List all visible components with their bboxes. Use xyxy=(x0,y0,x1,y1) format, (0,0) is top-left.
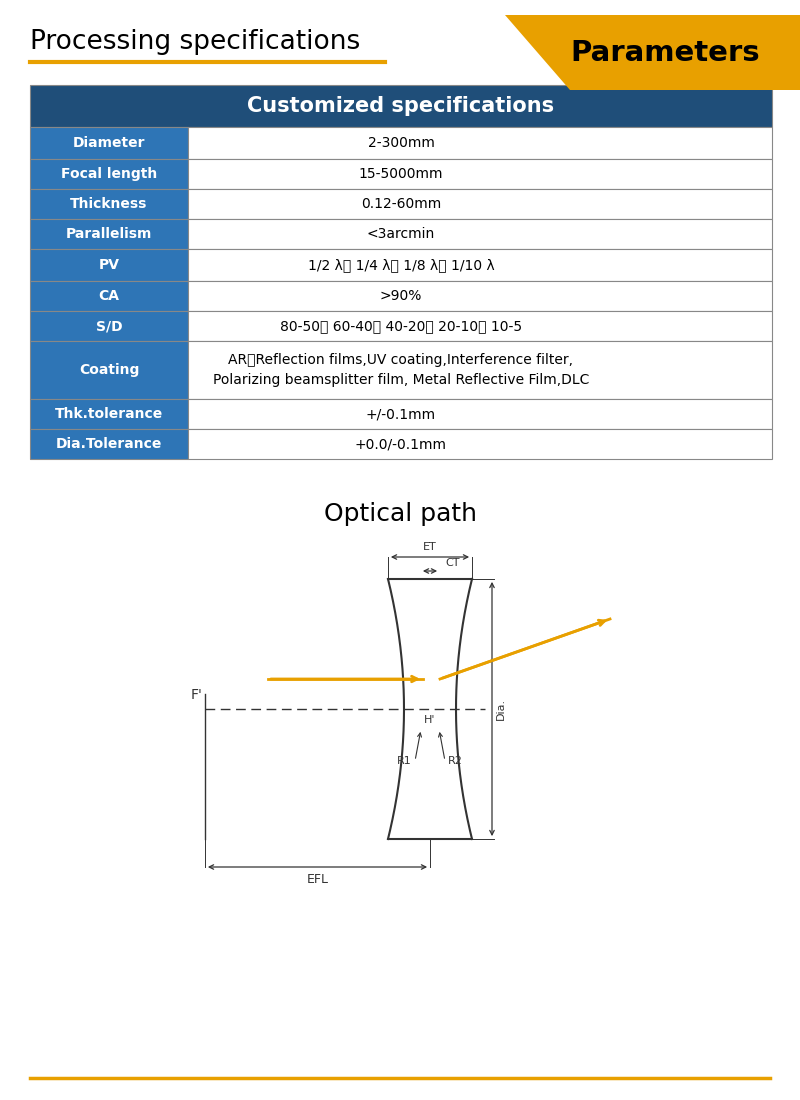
Bar xyxy=(30,341,188,399)
Bar xyxy=(30,85,772,126)
Bar xyxy=(30,219,188,249)
Text: Thk.tolerance: Thk.tolerance xyxy=(55,407,163,421)
Text: R2: R2 xyxy=(448,756,463,766)
Text: ET: ET xyxy=(423,542,437,552)
Text: F': F' xyxy=(191,688,203,702)
Polygon shape xyxy=(505,15,800,90)
Text: 0.12-60mm: 0.12-60mm xyxy=(361,197,441,211)
Text: CA: CA xyxy=(98,289,119,302)
Text: Coating: Coating xyxy=(79,363,139,377)
Text: EFL: EFL xyxy=(306,873,329,886)
Bar xyxy=(188,126,772,160)
Text: 80-50、 60-40、 40-20、 20-10、 10-5: 80-50、 60-40、 40-20、 20-10、 10-5 xyxy=(280,319,522,333)
Text: Thickness: Thickness xyxy=(70,197,148,211)
Bar xyxy=(188,189,772,219)
Text: 1/2 λ、 1/4 λ、 1/8 λ、 1/10 λ: 1/2 λ、 1/4 λ、 1/8 λ、 1/10 λ xyxy=(308,258,494,272)
Text: <3arcmin: <3arcmin xyxy=(367,227,435,241)
Text: 15-5000mm: 15-5000mm xyxy=(358,167,443,182)
Text: 2-300mm: 2-300mm xyxy=(367,136,434,150)
Bar xyxy=(188,341,772,399)
Text: CT: CT xyxy=(445,558,459,568)
Bar xyxy=(188,160,772,189)
Bar xyxy=(30,399,188,429)
Text: PV: PV xyxy=(98,258,119,272)
Text: R1: R1 xyxy=(398,756,412,766)
Text: H': H' xyxy=(424,715,436,725)
Bar xyxy=(30,280,188,311)
Bar xyxy=(188,249,772,280)
Text: Polarizing beamsplitter film, Metal Reflective Film,DLC: Polarizing beamsplitter film, Metal Refl… xyxy=(213,373,589,387)
Bar xyxy=(30,189,188,219)
Bar xyxy=(188,399,772,429)
Text: Focal length: Focal length xyxy=(61,167,157,182)
Text: Processing specifications: Processing specifications xyxy=(30,29,360,55)
Text: +/-0.1mm: +/-0.1mm xyxy=(366,407,436,421)
Text: Diameter: Diameter xyxy=(73,136,146,150)
Text: Customized specifications: Customized specifications xyxy=(247,96,554,115)
Bar xyxy=(30,249,188,280)
Text: AR、Reflection films,UV coating,Interference filter,: AR、Reflection films,UV coating,Interfere… xyxy=(229,353,574,367)
Bar xyxy=(30,429,188,459)
Text: Optical path: Optical path xyxy=(323,502,477,526)
Bar xyxy=(30,126,188,160)
Text: +0.0/-0.1mm: +0.0/-0.1mm xyxy=(355,437,447,451)
Text: Parallelism: Parallelism xyxy=(66,227,152,241)
Text: Parameters: Parameters xyxy=(570,39,760,67)
Bar xyxy=(30,160,188,189)
Bar xyxy=(188,311,772,341)
Text: Dia.: Dia. xyxy=(496,697,506,720)
Bar xyxy=(188,429,772,459)
Text: >90%: >90% xyxy=(380,289,422,302)
Text: Dia.Tolerance: Dia.Tolerance xyxy=(56,437,162,451)
Text: S/D: S/D xyxy=(96,319,122,333)
Bar xyxy=(188,280,772,311)
Bar xyxy=(30,311,188,341)
Bar xyxy=(188,219,772,249)
